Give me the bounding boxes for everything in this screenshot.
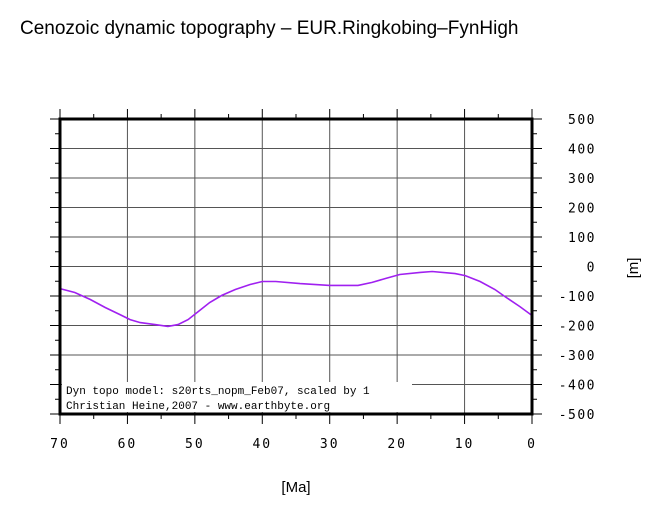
x-axis-label: [Ma] [281,479,310,496]
y-tick-label: 200 [568,202,596,217]
x-tick-label: 10 [455,437,475,452]
y-tick-label: -400 [559,379,596,394]
annotation-model: Dyn topo model: s20rts_nopm_Feb07, scale… [66,386,370,398]
y-tick-label: 0 [587,261,596,276]
series-line [59,270,533,328]
x-tick-label: 40 [252,437,272,452]
x-tick-label: 20 [387,437,407,452]
x-tick-label: 70 [50,437,70,452]
chart-title: Cenozoic dynamic topography – EUR.Ringko… [20,18,519,39]
x-tick-label: 30 [320,437,340,452]
y-tick-label: -200 [559,320,596,335]
x-tick-label: 0 [527,437,537,452]
y-tick-label: -500 [559,408,596,423]
y-tick-label: 400 [568,143,596,158]
y-tick-label: 100 [568,231,596,246]
x-tick-label: 60 [118,437,138,452]
y-tick-label: -100 [559,290,596,305]
y-tick-label: 300 [568,172,596,187]
y-axis-label: [m] [625,258,642,279]
x-tick-label: 50 [185,437,205,452]
annotation-box [62,382,412,412]
plot-frame [58,117,534,416]
y-tick-label: 500 [568,113,596,128]
annotation-credit: Christian Heine,2007 - www.earthbyte.org [66,401,330,413]
y-tick-label: -300 [559,349,596,364]
